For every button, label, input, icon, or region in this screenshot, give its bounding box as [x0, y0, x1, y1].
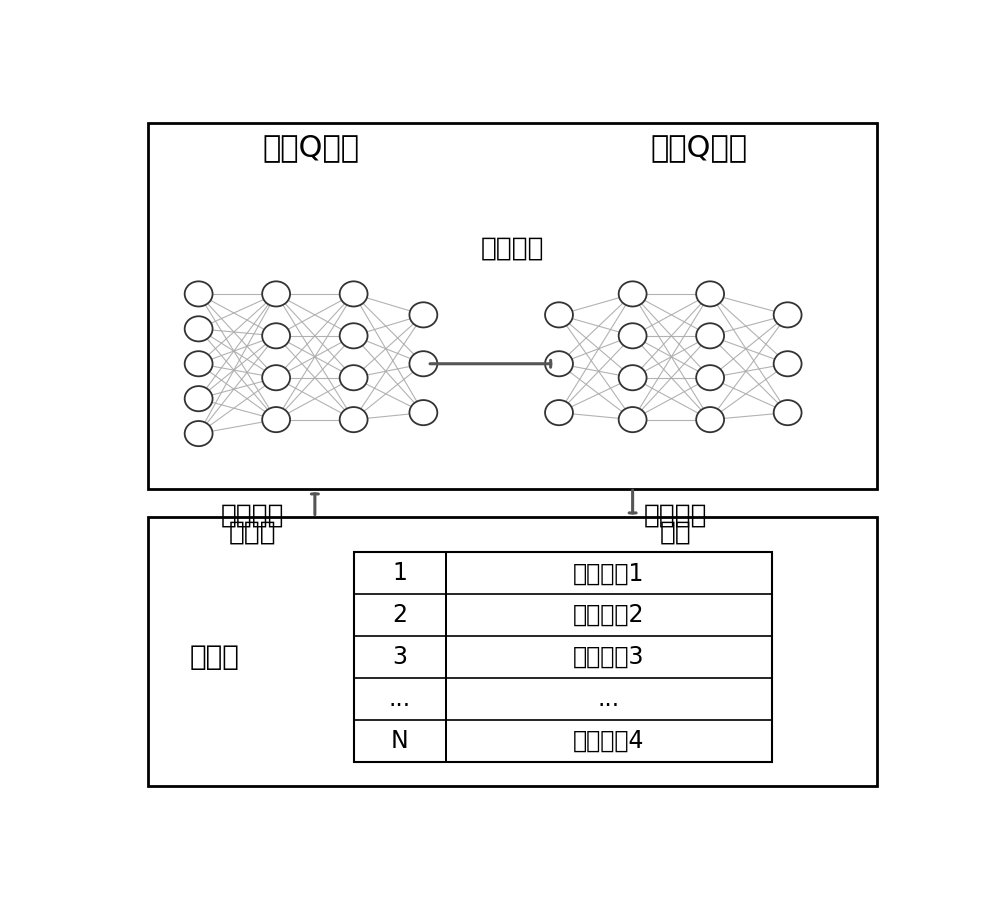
Circle shape [340, 407, 368, 433]
Circle shape [696, 366, 724, 390]
Circle shape [545, 400, 573, 425]
Text: 样本集: 样本集 [229, 520, 277, 546]
Text: 1: 1 [392, 561, 407, 585]
Circle shape [185, 281, 213, 307]
Circle shape [185, 421, 213, 446]
Text: 经验样本2: 经验样本2 [573, 603, 645, 627]
Circle shape [340, 366, 368, 390]
Circle shape [619, 366, 647, 390]
Circle shape [619, 323, 647, 348]
Circle shape [409, 400, 437, 425]
Bar [354, 552, 772, 762]
Text: 抽取经验: 抽取经验 [221, 502, 285, 528]
Text: 经验样本4: 经验样本4 [573, 729, 645, 753]
Circle shape [340, 323, 368, 348]
Text: N: N [391, 729, 409, 753]
Circle shape [185, 386, 213, 411]
Circle shape [340, 281, 368, 307]
Circle shape [262, 366, 290, 390]
Circle shape [545, 302, 573, 327]
Circle shape [185, 351, 213, 376]
Text: 经验样本1: 经验样本1 [573, 561, 645, 585]
Circle shape [262, 407, 290, 433]
Text: 2: 2 [392, 603, 407, 627]
Text: 目标Q网络: 目标Q网络 [650, 132, 747, 161]
Circle shape [545, 351, 573, 376]
Text: ...: ... [598, 687, 620, 711]
Text: ...: ... [389, 687, 411, 711]
Circle shape [774, 400, 802, 425]
Circle shape [696, 407, 724, 433]
Circle shape [774, 351, 802, 376]
Text: 估计Q网络: 估计Q网络 [262, 132, 360, 161]
Text: 样本: 样本 [659, 520, 691, 546]
Text: 样本池: 样本池 [189, 643, 239, 671]
Circle shape [185, 317, 213, 341]
Circle shape [696, 281, 724, 307]
Circle shape [619, 407, 647, 433]
Bar [148, 122, 877, 490]
Circle shape [409, 351, 437, 376]
Bar [148, 517, 877, 786]
Text: 更新参数: 更新参数 [481, 236, 544, 261]
Circle shape [619, 281, 647, 307]
Circle shape [774, 302, 802, 327]
Text: 经验样本3: 经验样本3 [573, 645, 645, 669]
Circle shape [696, 323, 724, 348]
Circle shape [262, 281, 290, 307]
Circle shape [409, 302, 437, 327]
Circle shape [262, 323, 290, 348]
Text: 3: 3 [392, 645, 407, 669]
Text: 存储经验: 存储经验 [644, 502, 707, 528]
